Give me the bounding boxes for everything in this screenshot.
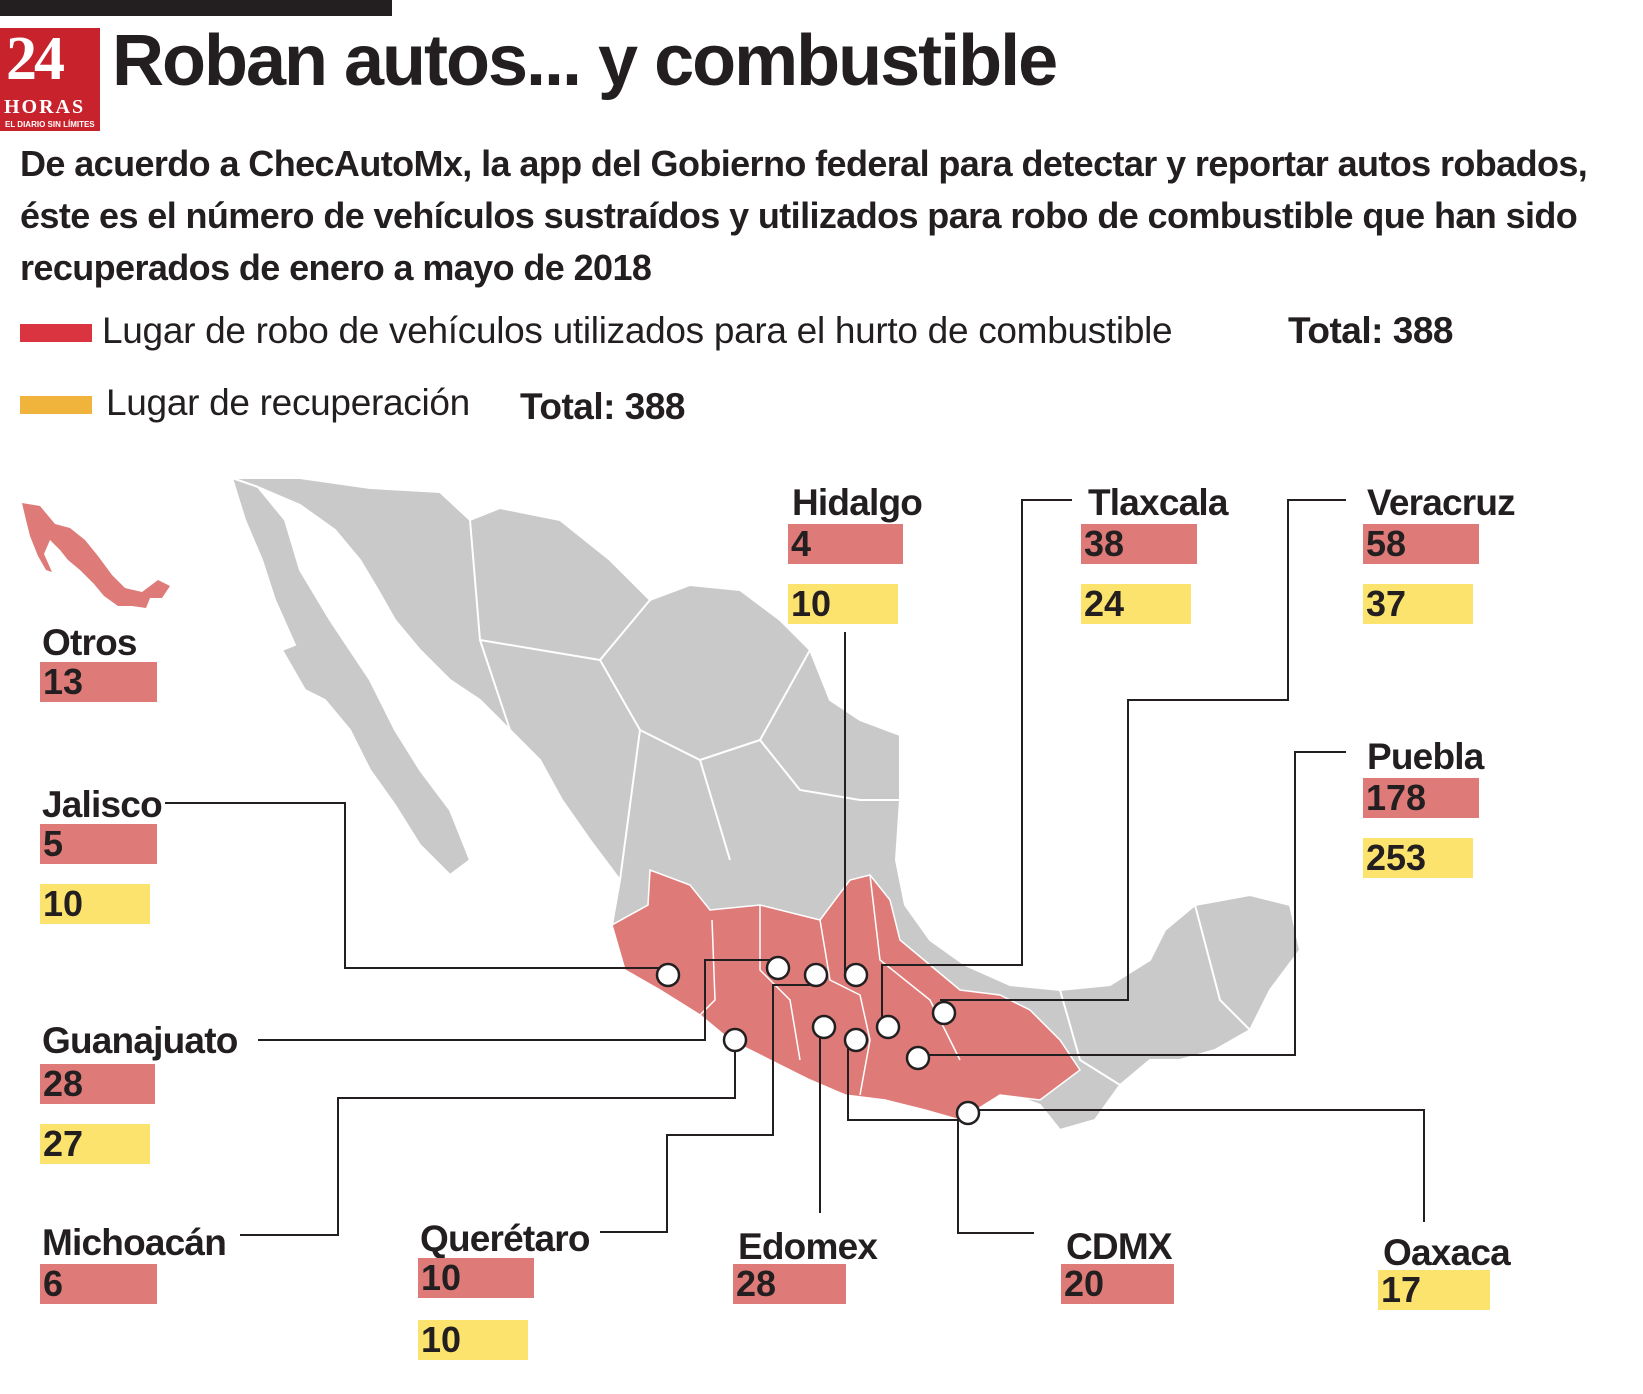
oaxaca-recovered-value: 17: [1378, 1270, 1490, 1310]
michoacan-stolen-value: 6: [40, 1264, 157, 1304]
edomex-stolen-value: 28: [733, 1264, 846, 1304]
marker-edomex: [811, 1014, 837, 1040]
marker-oaxaca: [955, 1100, 981, 1126]
marker-guanajuato: [765, 955, 791, 981]
hidalgo-stolen-value: 4: [788, 524, 903, 564]
leader-puebla: [912, 751, 1346, 1056]
leader-guanajuato: [258, 959, 773, 1041]
state-name-cdmx: CDMX: [1066, 1226, 1173, 1267]
state-name-edomex: Edomex: [738, 1226, 878, 1267]
state-name-otros: Otros: [42, 622, 137, 663]
puebla-stolen-value: 178: [1363, 778, 1479, 818]
marker-hidalgo: [843, 962, 869, 988]
marker-veracruz: [931, 1000, 957, 1026]
brand-logo: 24 HORAS EL DIARIO SIN LÍMITES: [0, 25, 100, 131]
queretaro-stolen-value: 10: [418, 1258, 534, 1298]
leader-queretaro: [600, 984, 811, 1233]
state-borders: [469, 519, 1251, 1086]
legend-recovered-label: Lugar de recuperación: [106, 382, 470, 423]
leader-jalisco: [165, 802, 668, 969]
queretaro-recovered-value: 10: [418, 1320, 528, 1360]
legend-stolen-label: Lugar de robo de vehículos utilizados pa…: [102, 310, 1173, 351]
legend-recovered-total: Total: 388: [520, 386, 685, 427]
page-title: Roban autos... y combustible: [112, 21, 1058, 101]
marker-michoacan: [722, 1027, 748, 1053]
guanajuato-stolen-value: 28: [40, 1064, 155, 1104]
top-bar: [0, 0, 392, 16]
state-name-guanajuato: Guanajuato: [42, 1020, 238, 1061]
inset-mexico-shape: [22, 503, 170, 608]
baja-california-shape: [230, 476, 472, 877]
logo-word: HORAS: [4, 96, 86, 118]
guanajuato-recovered-value: 27: [40, 1124, 150, 1164]
veracruz-recovered-value: 37: [1363, 584, 1473, 624]
otros-stolen-value: 13: [40, 662, 157, 702]
tlaxcala-recovered-value: 24: [1081, 584, 1191, 624]
jalisco-recovered-value: 10: [40, 884, 150, 924]
leader-tlaxcala: [881, 499, 1072, 1030]
legend-stolen-total: Total: 388: [1288, 310, 1453, 351]
page-subtitle: De acuerdo a ChecAutoMx, la app del Gobi…: [20, 143, 1588, 288]
cdmx-stolen-value: 20: [1061, 1264, 1174, 1304]
state-name-hidalgo: Hidalgo: [792, 482, 923, 523]
puebla-recovered-value: 253: [1363, 838, 1473, 878]
highlighted-states-shape: [611, 868, 1082, 1121]
state-name-tlaxcala: Tlaxcala: [1088, 482, 1228, 523]
state-name-queretaro: Querétaro: [420, 1218, 590, 1259]
state-name-veracruz: Veracruz: [1367, 482, 1516, 523]
state-name-oaxaca: Oaxaca: [1383, 1232, 1511, 1273]
state-name-jalisco: Jalisco: [42, 784, 163, 825]
state-name-michoacan: Michoacán: [42, 1222, 227, 1263]
veracruz-stolen-value: 58: [1363, 524, 1479, 564]
hidalgo-recovered-value: 10: [788, 584, 898, 624]
logo-number: 24: [6, 25, 65, 93]
marker-puebla: [905, 1045, 931, 1071]
marker-jalisco: [655, 962, 681, 988]
state-name-puebla: Puebla: [1367, 736, 1484, 777]
leader-veracruz: [940, 499, 1346, 1001]
jalisco-stolen-value: 5: [40, 824, 157, 864]
marker-cdmx: [843, 1027, 869, 1053]
leader-oaxaca: [965, 1109, 1425, 1222]
location-markers: [655, 955, 981, 1126]
leader-michoacan: [240, 1033, 736, 1236]
marker-tlaxcala: [875, 1014, 901, 1040]
legend-recovered-swatch: [20, 396, 92, 414]
logo-tagline: EL DIARIO SIN LÍMITES: [5, 120, 95, 129]
tlaxcala-stolen-value: 38: [1081, 524, 1197, 564]
marker-queretaro: [803, 962, 829, 988]
legend-stolen-swatch: [20, 324, 92, 342]
